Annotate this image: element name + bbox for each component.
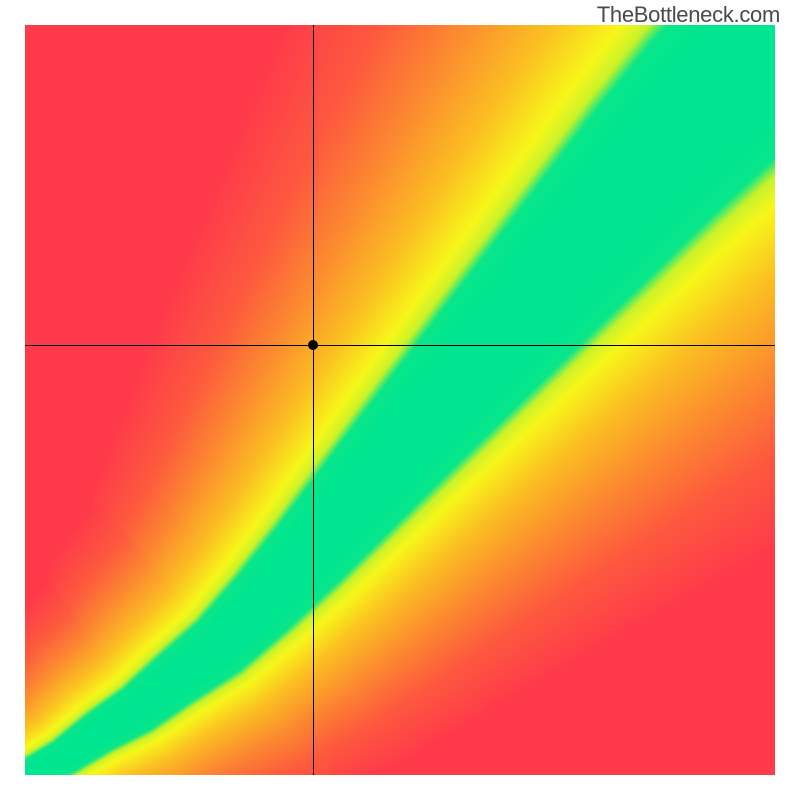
- crosshair-marker: [308, 340, 318, 350]
- chart-container: TheBottleneck.com: [0, 0, 800, 800]
- crosshair-vertical: [313, 25, 314, 775]
- crosshair-horizontal: [25, 345, 775, 346]
- chart-area: [25, 25, 775, 775]
- watermark-text: TheBottleneck.com: [597, 2, 780, 28]
- heatmap-canvas: [25, 25, 775, 775]
